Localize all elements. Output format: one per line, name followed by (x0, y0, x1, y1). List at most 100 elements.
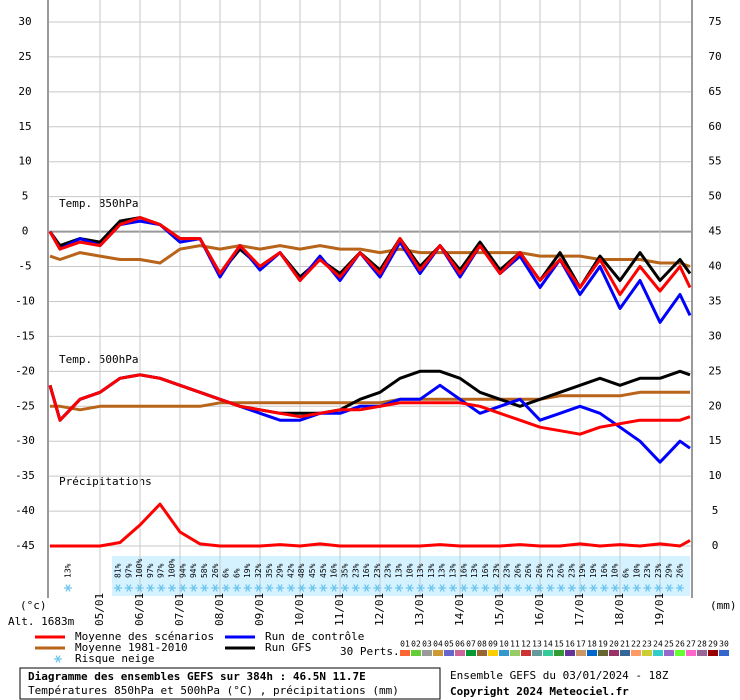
snow-icon-stroke (255, 584, 262, 592)
member-swatch (477, 650, 487, 656)
member-swatch (455, 650, 465, 656)
snow-icon (503, 584, 512, 592)
snow-risk-label: 13% (416, 563, 425, 578)
snow-icon-stroke (591, 584, 597, 592)
y2-tick-label: 20 (708, 399, 721, 412)
snow-icon (157, 584, 166, 592)
snow-icon-stroke (493, 584, 499, 592)
member-label: 11 (510, 640, 520, 649)
snow-risk-label: 48% (297, 563, 306, 578)
snow-icon (297, 584, 306, 592)
snow-risk-label: 26% (535, 563, 544, 578)
snow-icon-stroke (569, 584, 575, 592)
snow-icon-stroke (234, 584, 240, 592)
series-line (48, 216, 692, 296)
snow-risk-label: 26% (513, 563, 522, 578)
snow-icon-stroke (428, 584, 434, 592)
y-unit: (°c) (20, 599, 47, 612)
member-label: 23 (642, 640, 652, 649)
y-tick-label: 20 (18, 85, 31, 98)
altitude: Alt. 1683m (8, 615, 75, 628)
snow-risk-label: 81% (114, 563, 123, 578)
y-tick-label: 30 (18, 15, 31, 28)
snow-risk-label: 6% (232, 568, 241, 578)
snow-icon (254, 584, 263, 592)
y-tick-label: -15 (15, 329, 35, 342)
snow-icon-stroke (201, 584, 207, 592)
member-swatch (653, 650, 663, 656)
member-swatch (565, 650, 575, 656)
snow-icon-stroke (55, 655, 61, 663)
member-swatch (422, 650, 432, 656)
member-label: 20 (609, 640, 619, 649)
snow-icon-stroke (212, 584, 218, 592)
member-swatch (708, 650, 718, 656)
member-label: 10 (499, 640, 509, 649)
y2-tick-label: 0 (712, 539, 719, 552)
snow-risk-label: 97% (124, 563, 133, 578)
snow-icon-stroke (320, 584, 326, 592)
snow-icon (189, 584, 198, 592)
snow-icon (330, 584, 339, 592)
member-label: 06 (455, 640, 465, 649)
snow-icon (200, 584, 209, 592)
snow-risk-label: 10% (405, 563, 414, 578)
snow-icon-stroke (418, 584, 424, 592)
snow-icon (124, 584, 133, 592)
snow-risk-label: 26% (211, 563, 220, 578)
member-label: 08 (477, 640, 487, 649)
y-tick-label: 5 (22, 190, 29, 203)
snow-icon-stroke (158, 584, 164, 592)
snow-icon (643, 584, 652, 592)
snow-icon (416, 584, 425, 592)
snow-icon-stroke (547, 584, 553, 592)
snow-icon (449, 584, 458, 592)
snow-icon (654, 584, 663, 592)
snow-risk-label: 23% (492, 563, 501, 578)
member-swatch (642, 650, 652, 656)
x-tick-label: 11/01 (333, 593, 346, 626)
member-label: 25 (664, 640, 674, 649)
member-label: 04 (433, 640, 443, 649)
snow-risk-label: 35% (265, 563, 274, 578)
snow-risk-label: 16% (330, 563, 339, 578)
snow-icon-stroke (115, 584, 121, 592)
x-tick-label: 17/01 (573, 593, 586, 626)
snow-icon (492, 584, 501, 592)
snow-icon-stroke (677, 584, 683, 592)
y2-tick-label: 50 (708, 190, 721, 203)
member-label: 13 (532, 640, 542, 649)
snow-risk-label: 23% (643, 563, 652, 578)
member-label: 09 (488, 640, 498, 649)
snow-icon-stroke (126, 584, 132, 592)
snow-icon (211, 584, 220, 592)
snow-risk-label: 97% (157, 563, 166, 578)
snow-icon-stroke (526, 584, 532, 592)
member-label: 18 (587, 640, 597, 649)
y-tick-label: -40 (15, 504, 35, 517)
snow-risk-label: 100% (135, 559, 144, 578)
y2-tick-label: 65 (708, 85, 721, 98)
y2-tick-label: 15 (708, 434, 721, 447)
legend-label: Moyenne des scénarios (75, 630, 214, 643)
snow-icon-stroke (277, 584, 283, 592)
x-tick-label: 12/01 (373, 593, 386, 626)
snow-icon-stroke (623, 584, 629, 592)
snow-icon (319, 584, 328, 592)
y-tick-label: -35 (15, 469, 35, 482)
member-swatch (609, 650, 619, 656)
member-label: 02 (411, 640, 421, 649)
chart-title: Diagramme des ensembles GEFS sur 384h : … (28, 670, 366, 683)
x-tick-label: 06/01 (133, 593, 146, 626)
snow-icon (168, 584, 177, 592)
snow-icon-stroke (472, 584, 478, 592)
snow-risk-label: 13% (438, 563, 447, 578)
snow-icon (676, 584, 684, 592)
snow-icon-stroke (666, 584, 672, 592)
member-label: 30 (719, 640, 729, 649)
snow-icon (535, 584, 544, 592)
snow-risk-label: 32% (254, 563, 263, 578)
snow-icon-stroke (299, 584, 305, 592)
member-swatch (488, 650, 498, 656)
